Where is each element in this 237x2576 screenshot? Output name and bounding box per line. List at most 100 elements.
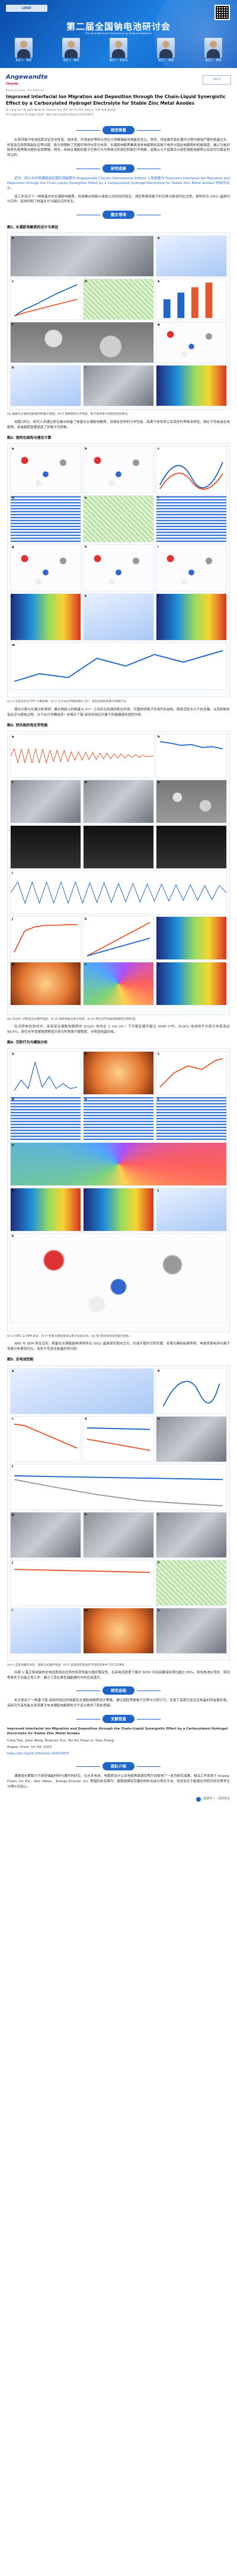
paragraph: 在对称电池测试中，采用该水凝胶电解质的 Zn||Zn 电池在 1 mA cm⁻²… [7, 1024, 230, 1034]
figure-panel: j [10, 593, 81, 641]
figure-panel: l [156, 916, 227, 960]
avatar [110, 38, 127, 58]
figure-panel: i [10, 870, 227, 914]
figure-panel: i [83, 365, 154, 407]
qr-code-icon [214, 5, 230, 20]
section-header-conclusion: 研究总结 [0, 1686, 237, 1695]
paragraph: XRD 与 SEM 表征证实，羧基化水凝胶能够诱导锌沿 (002) 晶面择优取向… [7, 1342, 230, 1351]
figure-panel: j [156, 1187, 227, 1232]
figure-panel: g [10, 1511, 81, 1558]
figure-panel: h [10, 1187, 81, 1232]
section-header-results: 研究成果 [0, 164, 237, 173]
footer-brand: 能源学人 · 科研前沿 [203, 1797, 230, 1801]
figure-5[interactable]: a b c d e f g h i j k l m n [7, 1365, 230, 1661]
figure-panel: b [83, 1051, 154, 1095]
avatar [204, 38, 222, 58]
speaker-card: 报告人 · 教授 [6, 38, 41, 63]
speaker-card: 报告人 · 教授 [148, 38, 184, 63]
figure-panel: d [83, 279, 154, 321]
figure-panel: a [10, 446, 81, 494]
figure-panel: g [10, 1142, 227, 1186]
figure-label: 图4. 沉积行为与模拟分析 [7, 1040, 48, 1045]
figure-panel: k [83, 916, 154, 960]
figure-panel: j [10, 1559, 154, 1606]
figure-panel: b [156, 235, 227, 277]
banner-logo: LOGO [6, 5, 47, 12]
figure-panel: b [156, 733, 227, 778]
paragraph: 近日，四川大学某课题组在国际顶级期刊 Angewandte Chemie Int… [7, 176, 230, 191]
figure-panel: a [10, 1368, 154, 1414]
figure-panel: c [10, 279, 81, 321]
figure-panel: f [10, 322, 154, 364]
avatar [15, 38, 33, 58]
section-header-team: 团队介绍 [0, 1762, 237, 1771]
figure-panel: i [156, 544, 227, 592]
figure-panel: g [10, 544, 81, 592]
figure-panel: j [156, 365, 227, 407]
figure-2[interactable]: a b c d e f g h i j k l m [7, 443, 230, 698]
figure-panel: i [83, 1187, 154, 1232]
figure-panel: c [156, 446, 227, 494]
paragraph: 该工作设计了一种羧基化的水凝胶电解质，利用聚合物链与液相之间的协同效应，调控界面… [7, 195, 230, 204]
banner-title: 第二届全国钠电池研讨会 [66, 21, 171, 32]
paragraph: 如图1所示，研究人员通过原位聚合制备了羧基化水凝胶电解质，其具有优异的力学性能、… [7, 420, 230, 429]
paragraph: 理论计算与光谱分析表明，聚合物链上的羧基与 Zn²⁺ 之间存在较强的配位作用，可… [7, 707, 230, 717]
figure-panel: m [83, 1607, 154, 1654]
figure-panel: f [156, 495, 227, 543]
speaker-card: 报告人 · 教授 [53, 38, 89, 63]
figure-panel: f [156, 1096, 227, 1140]
figure-panel: e [83, 1096, 154, 1140]
figure-panel: b [83, 446, 154, 494]
speaker-card: 报告人 · 研究员 [101, 38, 136, 63]
figure-panel: m [10, 961, 81, 1006]
figure-panel: m [10, 642, 227, 690]
avatar [157, 38, 175, 58]
first-published[interactable]: First published: 24 August 2023 · https:… [6, 112, 94, 116]
figure-panel: o [156, 961, 227, 1006]
figure-panel: a [10, 1051, 81, 1095]
figure-panel: c [10, 779, 81, 823]
figure-caption: (a) 羧基化水凝胶电解质的制备示意图；(b–f) 电解质的力学性能、离子电导率… [7, 413, 130, 416]
section-header-content: 图文导读 [0, 211, 237, 219]
journal-logo: Angewandte Chemie [6, 74, 48, 86]
figure-3[interactable]: a b c d e f g h i j k l m n o [7, 731, 230, 1015]
article-page: LOGO 第二届全国钠电池研讨会 The 2nd National Confer… [0, 0, 237, 1802]
paragraph: 水系锌离子电池因其本征安全性高、成本低、环境友好等特点而在大规模储能领域备受关注… [7, 138, 230, 158]
figure-panel: d [83, 1415, 154, 1462]
citation-title: Improved Interfacial Ion Migration and D… [7, 1727, 228, 1736]
figure-panel: g [156, 322, 227, 364]
figure-panel: a [10, 733, 154, 778]
paragraph: 课题组长期致力于新型储能材料与器件的研究，在水系电池、电解质设计以及电极界面调控… [7, 1775, 230, 1789]
section-header-reference: 文献信息 [0, 1714, 237, 1723]
journal-header: Angewandte Chemie GDCh [0, 68, 237, 89]
article-meta: Research Article · Zinc Batteries [6, 89, 44, 92]
doi-link[interactable]: https://doi.org/10.1002/anie.202310970 [7, 1752, 69, 1756]
figure-panel: n [83, 961, 154, 1006]
paper-authors: Dr. Cong Tian, Dr. Jiahe Wang, Dr. Ruoxu… [6, 108, 116, 111]
speaker-list: 报告人 · 教授 报告人 · 教授 报告人 · 研究员 报告人 · 教授 报告人… [6, 38, 231, 63]
figure-panel: j [10, 916, 81, 960]
section-header-background: 研究背景 [0, 126, 237, 135]
figure-panel: e [83, 495, 154, 543]
figure-panel: b [156, 1368, 227, 1414]
figure-caption: (a–c) 全电池循环伏安、倍率与长循环性能；(d–f) 柔性软包电池在不同形变… [7, 1663, 128, 1667]
figure-panel: f [10, 1463, 227, 1510]
figure-panel: h [83, 1511, 154, 1558]
figure-panel: h [83, 544, 154, 592]
avatar [62, 38, 80, 58]
paragraph: 匹配 V 基正极组装的全电池表现出优异的倍率性能与循环稳定性，在高电流密度下循环… [7, 1671, 230, 1680]
figure-label: 图1. 水凝胶电解质的设计与表征 [7, 225, 59, 230]
figure-panel: f [10, 825, 81, 869]
figure-label: 图3. 锌负极的电化学性能 [7, 723, 48, 728]
figure-panel: k [83, 593, 154, 641]
banner-subtitle: The 2nd National Conference on Sodium Ba… [85, 33, 152, 35]
figure-panel: k [10, 1233, 227, 1323]
figure-panel: d [83, 779, 154, 823]
figure-4[interactable]: a b c d e f g h i j k [7, 1048, 230, 1332]
figure-1[interactable]: a b c d e f g h i j [7, 232, 230, 411]
figure-panel: e [156, 279, 227, 321]
figure-caption: (a–c) 光谱分析与 DFT 计算结果；(d–i) 分子动力学模拟揭示 Zn²… [7, 700, 129, 704]
conference-banner[interactable]: LOGO 第二届全国钠电池研讨会 The 2nd National Confer… [0, 0, 237, 68]
speaker-card: 报告人 · 教授 [196, 38, 231, 63]
figure-panel: e [156, 779, 227, 823]
